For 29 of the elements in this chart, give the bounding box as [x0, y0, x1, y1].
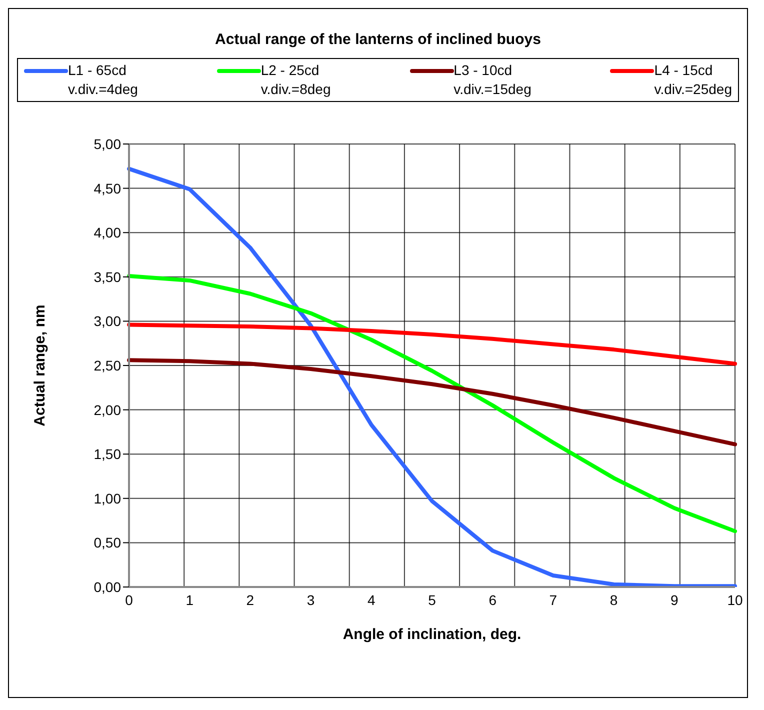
y-tick-label: 0,00 [94, 578, 122, 595]
legend-label: L3 - 10cd v.div.=15deg [454, 61, 532, 99]
x-tick-label: 7 [549, 592, 558, 608]
x-axis-title: Angle of inclination, deg. [342, 626, 522, 643]
y-tick-label: 4,00 [94, 224, 122, 241]
y-tick-label: 4,50 [94, 180, 122, 196]
y-tick-label: 3,50 [94, 268, 122, 285]
y-tick-label: 0,50 [94, 534, 122, 551]
legend-label: L1 - 65cd v.div.=4deg [68, 61, 138, 99]
legend-label: L2 - 25cd v.div.=8deg [260, 61, 331, 99]
y-tick-label: 2,50 [94, 357, 122, 374]
y-axis-title: Actual range, nm [31, 304, 48, 426]
chart-title: Actual range of the lanterns of inclined buoys [214, 31, 542, 48]
x-tick-label: 3 [306, 592, 315, 608]
y-tick-label: 3,00 [94, 313, 122, 330]
x-tick-label: 9 [670, 592, 678, 608]
x-tick-label: 8 [610, 592, 618, 608]
x-tick-label: 2 [246, 592, 254, 608]
y-tick-label: 1,00 [94, 490, 122, 506]
x-tick-label: 4 [368, 592, 376, 608]
x-tick-label: 5 [428, 592, 436, 608]
x-tick-label: 10 [727, 592, 743, 608]
legend-label: L4 - 15cd v.div.=25deg [654, 61, 732, 99]
y-tick-label: 2,00 [94, 402, 122, 418]
x-tick-label: 0 [125, 592, 134, 608]
x-tick-label: 1 [186, 592, 194, 608]
x-tick-label: 6 [488, 592, 497, 608]
y-tick-label: 1,50 [94, 446, 122, 462]
y-tick-label: 5,00 [94, 136, 122, 152]
